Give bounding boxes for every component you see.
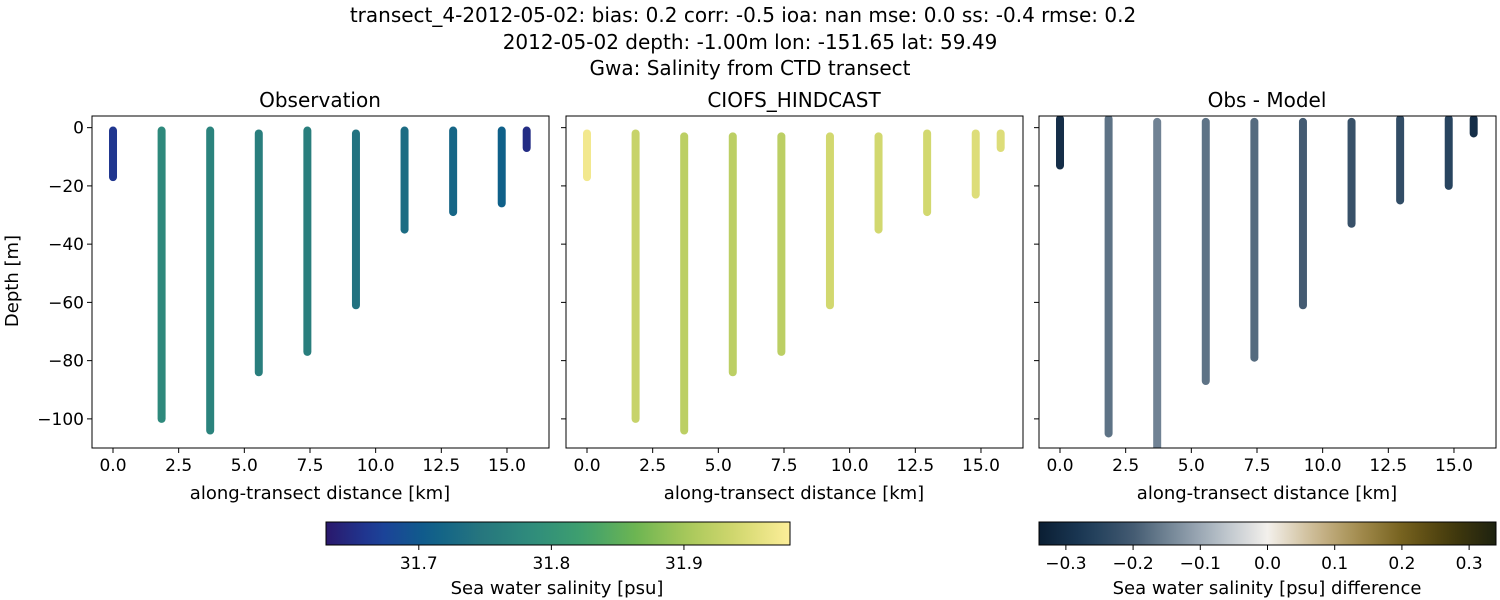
colorbar-tick-label: 0.3: [1456, 554, 1483, 574]
panel-title: Observation: [259, 88, 381, 112]
x-tick-label: 15.0: [1435, 456, 1473, 476]
colorbar-tick-label: 31.9: [665, 554, 703, 574]
y-tick-label: −60: [48, 293, 84, 313]
axes-frame: [91, 115, 550, 449]
colorbar-difference: Sea water salinity [psu] difference −0.3…: [1038, 521, 1497, 599]
colorbar-tick-label: 31.8: [532, 554, 570, 574]
panel-observation: Observation along-transect distance [km]…: [2, 88, 550, 504]
station-profiles: [583, 129, 1005, 435]
x-tick-label: 12.5: [422, 456, 460, 476]
station-profiles: [109, 126, 531, 435]
y-tick-label: −100: [37, 410, 84, 430]
x-tick-label: 10.0: [1304, 456, 1342, 476]
x-tick-label: 15.0: [962, 456, 1000, 476]
x-tick-label: 2.5: [639, 456, 666, 476]
colorbar-tick-label: 0.1: [1321, 554, 1348, 574]
colorbar-tick-label: −0.1: [1180, 554, 1221, 574]
x-tick-label: 5.0: [1178, 456, 1205, 476]
colorbar-label: Sea water salinity [psu]: [451, 578, 664, 599]
x-axis-label: along-transect distance [km]: [190, 483, 450, 504]
colorbar-tick-label: 0.2: [1388, 554, 1415, 574]
axes-frame: [1038, 115, 1497, 449]
panel-model: CIOFS_HINDCAST along-transect distance […: [561, 88, 1024, 504]
colorbar-label: Sea water salinity [psu] difference: [1113, 578, 1422, 599]
colorbar-gradient: [325, 521, 791, 546]
x-tick-label: 0.0: [99, 456, 126, 476]
colorbar-tick-label: 0.0: [1254, 554, 1281, 574]
colorbar-tick-label: 31.7: [400, 554, 438, 574]
suptitle-line3: Gwa: Salinity from CTD transect: [590, 56, 911, 80]
suptitle-line2: 2012-05-02 depth: -1.00m lon: -151.65 la…: [503, 30, 998, 54]
y-axis-label: Depth [m]: [2, 235, 23, 327]
x-tick-label: 0.0: [573, 456, 600, 476]
y-tick-label: −20: [48, 177, 84, 197]
colorbar-tick-label: −0.2: [1112, 554, 1153, 574]
x-tick-label: 2.5: [165, 456, 192, 476]
y-tick-label: −40: [48, 235, 84, 255]
axes-frame: [565, 115, 1024, 449]
x-tick-label: 7.5: [1243, 456, 1270, 476]
x-tick-label: 5.0: [705, 456, 732, 476]
panel-title: Obs - Model: [1208, 88, 1327, 112]
x-tick-label: 7.5: [296, 456, 323, 476]
panel-difference: Obs - Model along-transect distance [km]…: [1034, 88, 1497, 504]
x-tick-label: 10.0: [357, 456, 395, 476]
colorbar-tick-label: −0.3: [1045, 554, 1086, 574]
y-tick-label: −80: [48, 352, 84, 372]
station-profiles: [1056, 116, 1478, 448]
colorbar-gradient: [1038, 521, 1497, 546]
x-tick-label: 15.0: [488, 456, 526, 476]
x-axis-label: along-transect distance [km]: [664, 483, 924, 504]
x-tick-label: 2.5: [1112, 456, 1139, 476]
suptitle-line1: transect_4-2012-05-02: bias: 0.2 corr: -…: [350, 3, 1136, 27]
x-tick-label: 12.5: [896, 456, 934, 476]
y-tick-label: 0: [73, 119, 84, 139]
x-tick-label: 12.5: [1369, 456, 1407, 476]
x-tick-label: 10.0: [831, 456, 869, 476]
x-tick-label: 7.5: [770, 456, 797, 476]
panel-title: CIOFS_HINDCAST: [707, 88, 881, 112]
x-axis-label: along-transect distance [km]: [1137, 483, 1397, 504]
x-tick-label: 0.0: [1046, 456, 1073, 476]
x-tick-label: 5.0: [231, 456, 258, 476]
colorbar-salinity: Sea water salinity [psu] 31.7 31.8 31.9: [325, 521, 791, 599]
